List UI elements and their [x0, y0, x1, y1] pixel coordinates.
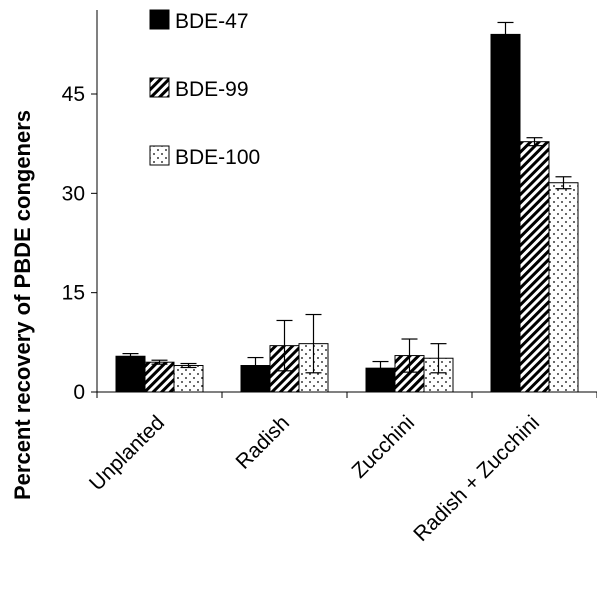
x-tick-label: Radish + Zucchini: [409, 411, 544, 546]
y-tick-label: 15: [62, 282, 85, 305]
legend-swatch-bde-47: [149, 9, 170, 30]
bar-bde-99-0: [144, 361, 175, 393]
legend-swatch-bde-99: [149, 77, 170, 98]
x-tick-label: Unplanted: [85, 411, 169, 495]
legend-label: BDE-99: [175, 78, 249, 101]
bar-bde-99-3: [519, 141, 550, 393]
x-tick-label: Zucchini: [347, 411, 419, 483]
y-tick-label: 0: [73, 381, 85, 404]
legend-label: BDE-47: [175, 10, 249, 33]
bar-bde-100-0: [173, 365, 204, 393]
bar-bde-100-3: [548, 182, 579, 393]
legend-swatch-bde-100: [149, 145, 170, 166]
bar-bde-47-0: [115, 355, 146, 393]
y-tick-label: 45: [62, 83, 85, 106]
legend: BDE-47 BDE-99 BDE-100: [149, 9, 260, 169]
x-tick-label: Radish: [232, 411, 294, 473]
legend-label: BDE-100: [175, 146, 260, 169]
y-tick-label: 30: [62, 182, 85, 205]
bar-bde-47-3: [490, 33, 521, 393]
y-axis-label: Percent recovery of PBDE congeners: [10, 110, 35, 500]
